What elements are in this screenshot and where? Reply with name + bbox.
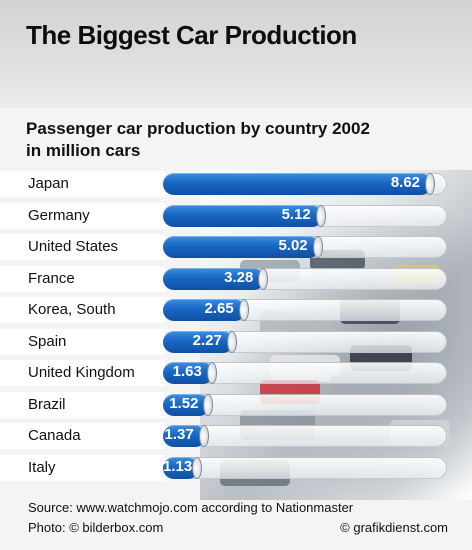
bar-row: France 3.28 — [0, 265, 472, 292]
bar — [163, 456, 199, 479]
chart-title: Passenger car production by country 2002 — [26, 119, 370, 138]
category-label: United States — [28, 238, 119, 255]
bar-row: Spain 2.27 — [0, 328, 472, 355]
row-label-band — [0, 171, 165, 197]
value-label: 1.37 — [164, 426, 194, 443]
bar-end-cap — [226, 330, 237, 353]
category-label: Brazil — [28, 395, 66, 413]
bar-track — [163, 456, 447, 479]
bar-row: United Kingdom 1.63 — [0, 360, 472, 386]
bar — [163, 299, 246, 321]
category-label: Japan — [28, 175, 69, 192]
bar-end-cap — [258, 267, 269, 290]
category-label: Germany — [28, 206, 90, 224]
row-label-band — [0, 423, 165, 449]
value-label: 2.65 — [204, 300, 234, 317]
row-label-band — [0, 297, 165, 323]
row-label-band — [0, 328, 165, 355]
value-label: 1.13 — [163, 457, 193, 475]
value-label: 1.63 — [172, 363, 202, 380]
bar — [163, 204, 323, 227]
chart-subtitle: in million cars — [26, 141, 141, 160]
agency-credit: © grafikdienst.com — [340, 520, 448, 535]
bar-row: Canada 1.37 — [0, 423, 472, 449]
category-label: France — [28, 269, 75, 287]
category-label: Spain — [28, 332, 67, 350]
bar-row: United States 5.02 — [0, 234, 472, 260]
bar-end-cap — [206, 362, 217, 384]
category-label: Italy — [28, 458, 56, 476]
category-label: United Kingdom — [28, 364, 135, 381]
category-label: Korea, South — [28, 301, 116, 318]
row-label-band — [0, 234, 165, 260]
header-band: The Biggest Car Production — [0, 0, 472, 108]
bar-end-cap — [312, 236, 323, 258]
bar — [163, 393, 211, 416]
page-title: The Biggest Car Production — [26, 20, 357, 50]
bar-row: Korea, South 2.65 — [0, 297, 472, 323]
bar — [163, 330, 234, 353]
value-label: 1.52 — [169, 394, 199, 412]
value-label: 2.27 — [192, 331, 222, 349]
bar-end-cap — [238, 299, 249, 321]
row-label-band — [0, 360, 165, 386]
chart-title-block: Passenger car production by country 2002… — [26, 118, 370, 162]
row-label-band — [0, 454, 165, 481]
bar-row: Brazil 1.52 — [0, 391, 472, 418]
bar-row: Japan 8.62 — [0, 171, 472, 197]
category-label: Canada — [28, 427, 81, 444]
value-label: 3.28 — [224, 268, 254, 286]
bar-end-cap — [198, 425, 209, 447]
row-label-band — [0, 265, 165, 292]
bar-end-cap — [203, 393, 214, 416]
row-label-band — [0, 391, 165, 418]
bar — [163, 425, 206, 447]
bar — [163, 173, 433, 195]
bar-end-cap — [192, 456, 202, 479]
bar — [163, 267, 266, 290]
bar-row: Italy 1.13 — [0, 454, 472, 481]
bar-end-cap — [425, 173, 436, 195]
source-note: Source: www.watchmojo.com according to N… — [28, 500, 354, 515]
bar-end-cap — [315, 204, 326, 227]
bar-row: Germany 5.12 — [0, 202, 472, 229]
value-label: 5.02 — [278, 237, 308, 254]
value-label: 5.12 — [281, 205, 311, 223]
bar — [163, 362, 214, 384]
row-label-band — [0, 202, 165, 229]
photo-credit: Photo: © bilderbox.com — [28, 520, 164, 535]
bar — [163, 236, 320, 258]
value-label: 8.62 — [390, 174, 421, 191]
